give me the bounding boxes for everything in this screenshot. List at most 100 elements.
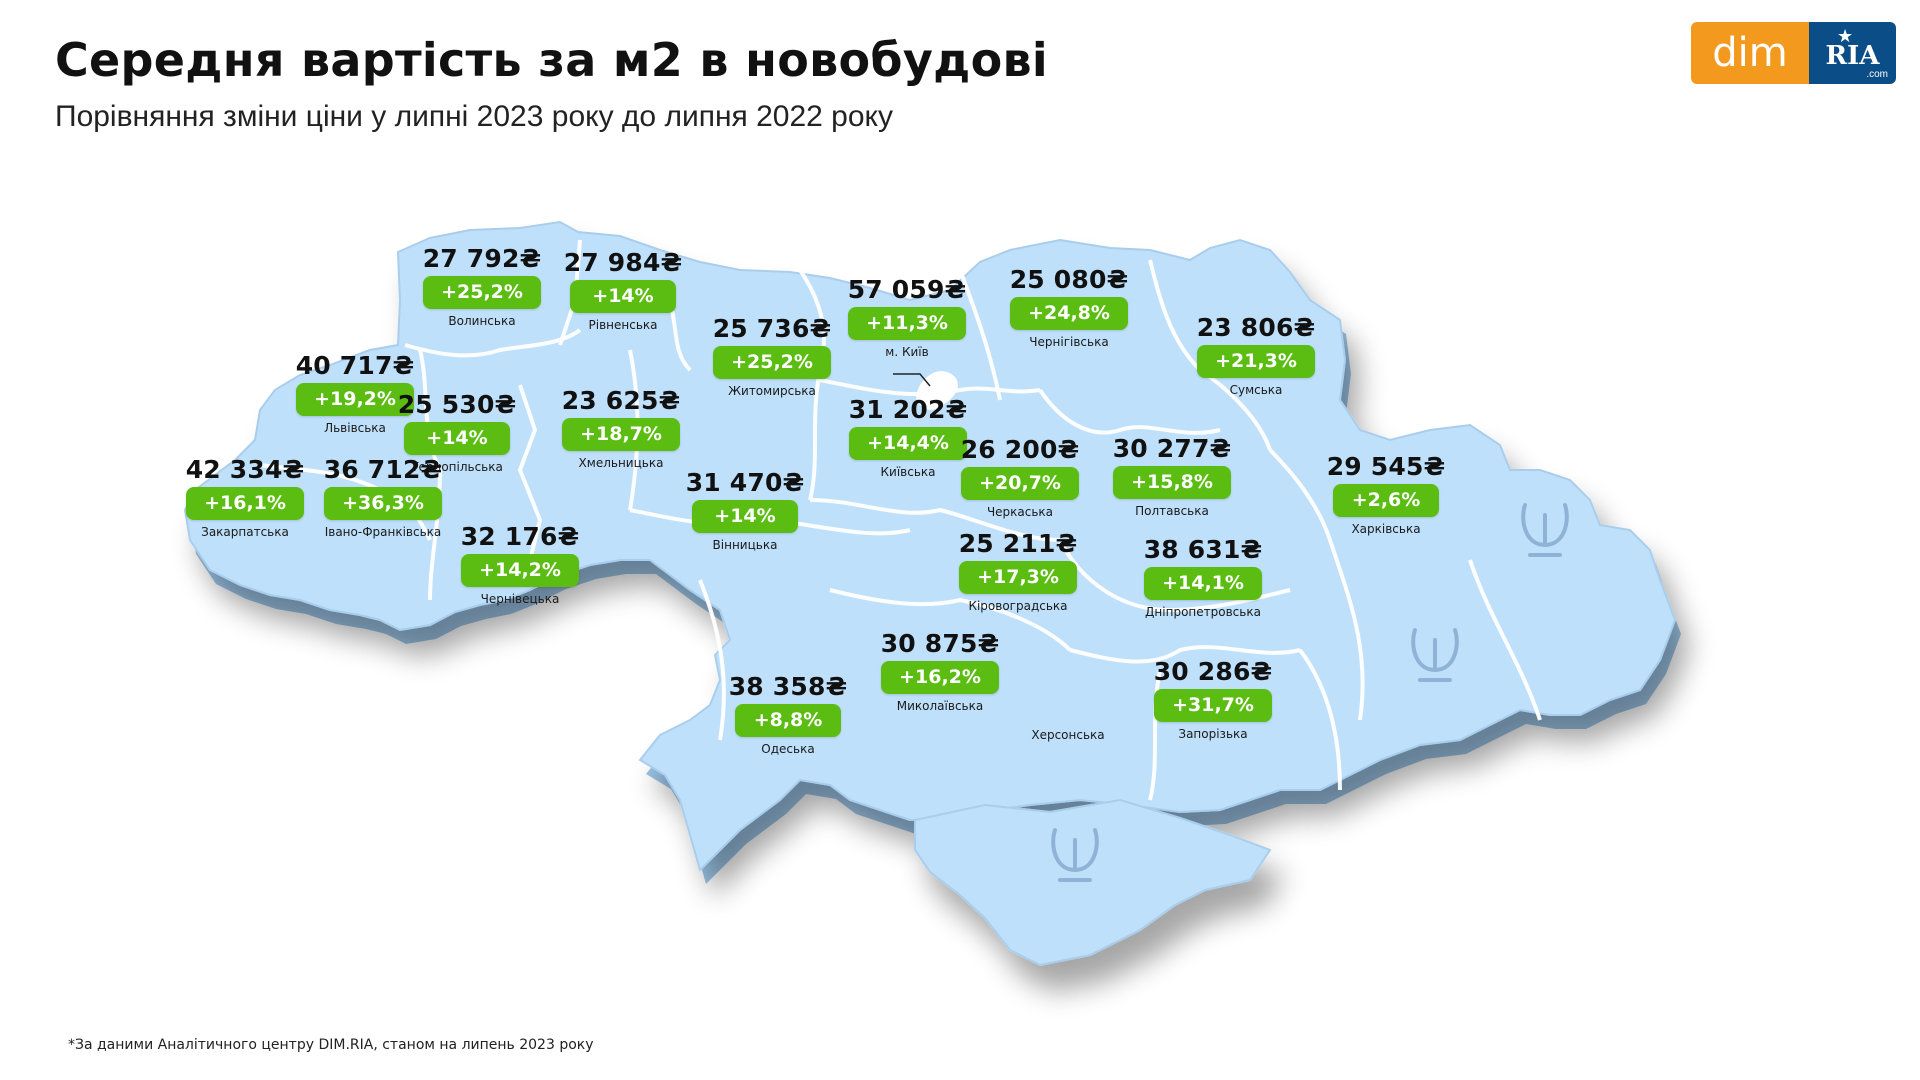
region-name: Полтавська xyxy=(1135,504,1209,518)
region-price: 25 080₴ xyxy=(1009,265,1129,294)
region-price: 30 875₴ xyxy=(880,629,1000,658)
region-name: Львівська xyxy=(324,421,386,435)
region-price: 31 470₴ xyxy=(685,468,805,497)
logo-ria-text: RIA xyxy=(1825,41,1880,71)
region-label: 32 176₴ +14,2% Чернівецька xyxy=(440,522,600,606)
region-name: Рівненська xyxy=(588,318,658,332)
tryzub-icon xyxy=(1521,503,1569,557)
region-name: Івано-Франківська xyxy=(324,525,442,539)
region-change-badge: +14,1% xyxy=(1144,567,1262,600)
region-name: Кіровоградська xyxy=(968,599,1068,613)
region-label: 23 806₴ +21,3% Сумська xyxy=(1176,313,1336,397)
region-change-badge: +8,8% xyxy=(735,704,841,737)
region-price: 32 176₴ xyxy=(460,522,580,551)
region-change-badge: +15,8% xyxy=(1113,466,1231,499)
region-change-badge: +21,3% xyxy=(1197,345,1315,378)
region-label: 23 625₴ +18,7% Хмельницька xyxy=(541,386,701,470)
region-name: Миколаївська xyxy=(896,699,984,713)
region-price: 23 806₴ xyxy=(1196,313,1316,342)
region-label: 30 277₴ +15,8% Полтавська xyxy=(1092,434,1252,518)
region-change-badge: +24,8% xyxy=(1010,297,1128,330)
region-price: 29 545₴ xyxy=(1326,452,1446,481)
region-label: 31 202₴ +14,4% Київська xyxy=(828,395,988,479)
region-price: 30 286₴ xyxy=(1153,657,1273,686)
region-label: 25 080₴ +24,8% Чернігівська xyxy=(989,265,1149,349)
region-price: 25 736₴ xyxy=(712,314,832,343)
region-name: Тернопільська xyxy=(411,460,503,474)
region-change-badge: +14,4% xyxy=(849,427,967,460)
region-label: 25 211₴ +17,3% Кіровоградська xyxy=(938,529,1098,613)
region-label: 30 875₴ +16,2% Миколаївська xyxy=(860,629,1020,713)
region-price: 25 211₴ xyxy=(958,529,1078,558)
region-label: 27 984₴ +14% Рівненська xyxy=(543,248,703,332)
region-price: 38 631₴ xyxy=(1143,535,1263,564)
tryzub-icon xyxy=(1411,628,1459,682)
region-name: Житомирська xyxy=(728,384,816,398)
region-price: 27 984₴ xyxy=(563,248,683,277)
region-change-badge: +2,6% xyxy=(1333,484,1439,517)
kyiv-city-marker xyxy=(893,371,958,410)
region-label: 57 059₴ +11,3% м. Київ xyxy=(827,275,987,359)
map-surface xyxy=(183,220,1677,967)
region-label: 27 792₴ +25,2% Волинська xyxy=(402,244,562,328)
region-change-badge: +17,3% xyxy=(959,561,1077,594)
region-label: 29 545₴ +2,6% Харківська xyxy=(1306,452,1466,536)
region-change-badge: +31,7% xyxy=(1154,689,1272,722)
region-change-badge: +25,2% xyxy=(713,346,831,379)
region-price: 36 712₴ xyxy=(323,455,443,484)
page-title: Середня вартість за м2 в новобудові xyxy=(55,33,1048,87)
region-label: 40 717₴ +19,2% Львівська xyxy=(275,351,435,435)
region-label: 38 631₴ +14,1% Дніпропетровська xyxy=(1123,535,1283,619)
region-change-badge: +18,7% xyxy=(562,418,680,451)
region-name: Сумська xyxy=(1229,383,1283,397)
region-price: 38 358₴ xyxy=(728,672,848,701)
region-name: Вінницька xyxy=(712,538,778,552)
region-change-badge: +36,3% xyxy=(324,487,442,520)
region-name: Закарпатська xyxy=(201,525,289,539)
region-price: 27 792₴ xyxy=(422,244,542,273)
region-label: Херсонська xyxy=(988,723,1148,742)
logo-star-icon: ★ xyxy=(1837,26,1854,46)
region-change-badge: +25,2% xyxy=(423,276,541,309)
region-change-badge: +14% xyxy=(570,280,676,313)
region-name: Запорізька xyxy=(1178,727,1248,741)
region-price: 25 530₴ xyxy=(397,390,517,419)
region-name: Дніпропетровська xyxy=(1145,605,1261,619)
region-label: 31 470₴ +14% Вінницька xyxy=(665,468,825,552)
region-change-badge: +11,3% xyxy=(848,307,966,340)
region-change-badge: +16,1% xyxy=(186,487,304,520)
footnote: *За даними Аналітичного центру DIM.RIA, … xyxy=(68,1037,594,1053)
region-price: 42 334₴ xyxy=(185,455,305,484)
region-price: 57 059₴ xyxy=(847,275,967,304)
region-name: Черкаська xyxy=(986,505,1054,519)
region-change-badge: +14,2% xyxy=(461,554,579,587)
region-label: 42 334₴ +16,1% Закарпатська xyxy=(165,455,325,539)
region-name: Хмельницька xyxy=(578,456,664,470)
region-name: Чернівецька xyxy=(480,592,560,606)
region-price: 31 202₴ xyxy=(848,395,968,424)
region-name: Херсонська xyxy=(1031,728,1105,742)
logo-dim-part: dim xyxy=(1691,22,1809,84)
region-name: Волинська xyxy=(448,314,516,328)
tryzub-emblems xyxy=(1051,503,1569,882)
region-change-badge: +14% xyxy=(692,500,798,533)
dim-ria-logo[interactable]: dim ★ RIA .com xyxy=(1691,22,1896,84)
region-label: 36 712₴ +36,3% Івано-Франківська xyxy=(303,455,463,539)
region-name: Одеська xyxy=(761,742,815,756)
logo-ria-part: ★ RIA .com xyxy=(1809,22,1896,84)
region-change-badge: +20,7% xyxy=(961,467,1079,500)
region-change-badge: +16,2% xyxy=(881,661,999,694)
region-label: 25 530₴ +14% Тернопільська xyxy=(377,390,537,474)
region-price: 40 717₴ xyxy=(295,351,415,380)
region-name: Чернігівська xyxy=(1029,335,1109,349)
region-price: 26 200₴ xyxy=(960,435,1080,464)
region-label: 25 736₴ +25,2% Житомирська xyxy=(692,314,852,398)
region-label: 38 358₴ +8,8% Одеська xyxy=(708,672,868,756)
region-price: 23 625₴ xyxy=(561,386,681,415)
region-change-badge: +19,2% xyxy=(296,383,414,416)
logo-com-text: .com xyxy=(1866,69,1888,80)
page-subtitle: Порівняння зміни ціни у липні 2023 року … xyxy=(55,100,894,133)
region-price: 30 277₴ xyxy=(1112,434,1232,463)
region-name: Харківська xyxy=(1351,522,1421,536)
